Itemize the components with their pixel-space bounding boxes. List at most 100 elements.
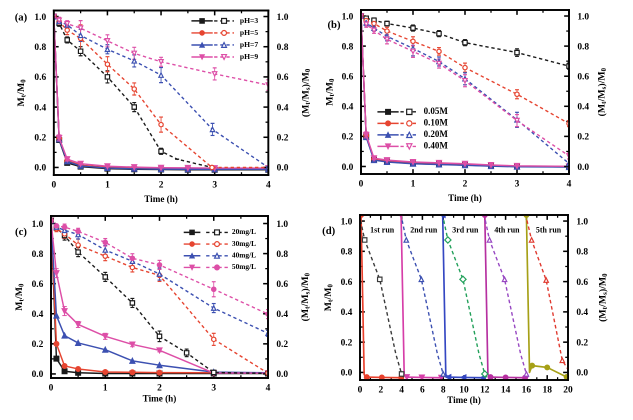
svg-text:0.0: 0.0 (277, 164, 289, 174)
svg-text:M / M t: M / M t 0 (2, 282, 28, 311)
svg-text:50mg/L: 50mg/L (232, 262, 256, 271)
svg-text:0.4: 0.4 (276, 310, 288, 320)
svg-text:0.2: 0.2 (577, 133, 589, 143)
svg-text:pH=5: pH=5 (240, 28, 259, 37)
svg-text:40mg/L: 40mg/L (232, 250, 256, 259)
svg-text:0.0: 0.0 (34, 164, 46, 174)
svg-text:0.4: 0.4 (341, 308, 353, 318)
svg-text:2: 2 (159, 181, 164, 191)
svg-text:M / M t: M / M t 0 (313, 77, 339, 106)
svg-text:0.0: 0.0 (341, 369, 353, 379)
svg-text:0.2: 0.2 (34, 134, 46, 144)
svg-text:0: 0 (49, 384, 54, 394)
svg-text:0.6: 0.6 (341, 278, 353, 288)
svg-text:0.4: 0.4 (277, 103, 289, 113)
svg-text:(b): (b) (327, 19, 341, 31)
svg-text:Time (h): Time (h) (143, 393, 177, 403)
svg-text:0.6: 0.6 (342, 72, 354, 82)
svg-text:pH=3: pH=3 (240, 16, 259, 25)
svg-text:0.2: 0.2 (276, 340, 288, 350)
svg-text:0.8: 0.8 (34, 43, 46, 53)
svg-text:1.0: 1.0 (576, 217, 588, 227)
svg-text:1.0: 1.0 (277, 13, 289, 23)
svg-text:5th run: 5th run (536, 225, 562, 234)
svg-text:0.0: 0.0 (577, 163, 589, 173)
svg-text:0.6: 0.6 (34, 73, 46, 83)
svg-text:4th run: 4th run (494, 225, 520, 234)
svg-text:0.20M: 0.20M (424, 129, 449, 139)
svg-text:( M / M: ( M / M ) / M t s 0 (288, 271, 314, 321)
svg-text:0.8: 0.8 (577, 42, 589, 52)
svg-text:1: 1 (411, 180, 416, 190)
svg-text:pH=9: pH=9 (240, 52, 259, 61)
svg-text:8: 8 (441, 386, 446, 396)
svg-text:0.0: 0.0 (32, 370, 44, 380)
svg-text:1.0: 1.0 (577, 12, 589, 22)
svg-text:0: 0 (51, 181, 56, 191)
svg-text:1.0: 1.0 (341, 217, 353, 227)
svg-text:10: 10 (459, 386, 469, 396)
svg-text:0.8: 0.8 (276, 250, 288, 260)
svg-text:3: 3 (515, 180, 520, 190)
svg-text:2nd run: 2nd run (410, 225, 438, 234)
svg-text:0.4: 0.4 (34, 103, 46, 113)
svg-text:0.6: 0.6 (277, 73, 289, 83)
svg-text:0.0: 0.0 (342, 163, 354, 173)
svg-text:12: 12 (480, 386, 490, 396)
svg-text:20: 20 (563, 386, 573, 396)
svg-text:3rd run: 3rd run (452, 225, 479, 234)
svg-text:(d): (d) (322, 225, 336, 237)
svg-text:0.0: 0.0 (576, 369, 588, 379)
svg-text:1: 1 (105, 181, 110, 191)
svg-text:pH=7: pH=7 (240, 40, 259, 49)
svg-text:M / M t: M / M t 0 (4, 77, 30, 106)
svg-text:0.4: 0.4 (577, 103, 589, 113)
svg-text:0.2: 0.2 (341, 338, 353, 348)
svg-text:1.0: 1.0 (342, 12, 354, 22)
svg-text:0.0: 0.0 (276, 370, 288, 380)
svg-text:Time (h): Time (h) (447, 395, 481, 405)
svg-text:2: 2 (157, 384, 162, 394)
svg-text:1: 1 (103, 384, 108, 394)
svg-text:0.8: 0.8 (32, 250, 44, 260)
svg-text:4: 4 (266, 384, 271, 394)
svg-text:0.6: 0.6 (577, 72, 589, 82)
svg-text:M / M t: M / M t 0 (311, 282, 337, 311)
svg-text:( M / M: ( M / M ) / M t s 0 (586, 271, 612, 321)
svg-text:0.8: 0.8 (342, 42, 354, 52)
svg-text:3: 3 (212, 181, 217, 191)
svg-text:Time (h): Time (h) (144, 194, 178, 204)
svg-text:18: 18 (542, 386, 552, 396)
svg-text:Time (h): Time (h) (448, 193, 482, 203)
svg-text:0.2: 0.2 (342, 133, 354, 143)
svg-text:0.2: 0.2 (576, 338, 588, 348)
svg-text:1.0: 1.0 (34, 13, 46, 23)
svg-text:30mg/L: 30mg/L (232, 239, 256, 248)
svg-text:14: 14 (501, 386, 511, 396)
svg-text:0.05M: 0.05M (424, 106, 449, 116)
svg-text:0.8: 0.8 (576, 248, 588, 258)
svg-text:4: 4 (567, 180, 572, 190)
svg-text:0.6: 0.6 (32, 280, 44, 290)
svg-text:0: 0 (359, 180, 364, 190)
svg-text:20mg/L: 20mg/L (232, 227, 256, 236)
svg-text:0.2: 0.2 (277, 134, 289, 144)
svg-text:4: 4 (266, 181, 271, 191)
svg-text:0: 0 (358, 386, 363, 396)
svg-text:2: 2 (378, 386, 383, 396)
svg-text:( M / M: ( M / M ) / M t s 0 (289, 67, 315, 117)
svg-text:0.40M: 0.40M (424, 141, 449, 151)
svg-text:2: 2 (463, 180, 468, 190)
svg-text:0.8: 0.8 (277, 43, 289, 53)
svg-text:6: 6 (420, 386, 425, 396)
svg-text:1.0: 1.0 (276, 220, 288, 230)
svg-text:0.10M: 0.10M (424, 118, 449, 128)
svg-text:16: 16 (522, 386, 532, 396)
svg-text:( M / M: ( M / M ) / M t s 0 (585, 66, 611, 116)
svg-text:0.6: 0.6 (576, 278, 588, 288)
svg-text:0.4: 0.4 (342, 103, 354, 113)
svg-text:(a): (a) (15, 12, 28, 24)
svg-text:0.8: 0.8 (341, 248, 353, 258)
svg-text:3: 3 (211, 384, 216, 394)
svg-text:1.0: 1.0 (32, 220, 44, 230)
